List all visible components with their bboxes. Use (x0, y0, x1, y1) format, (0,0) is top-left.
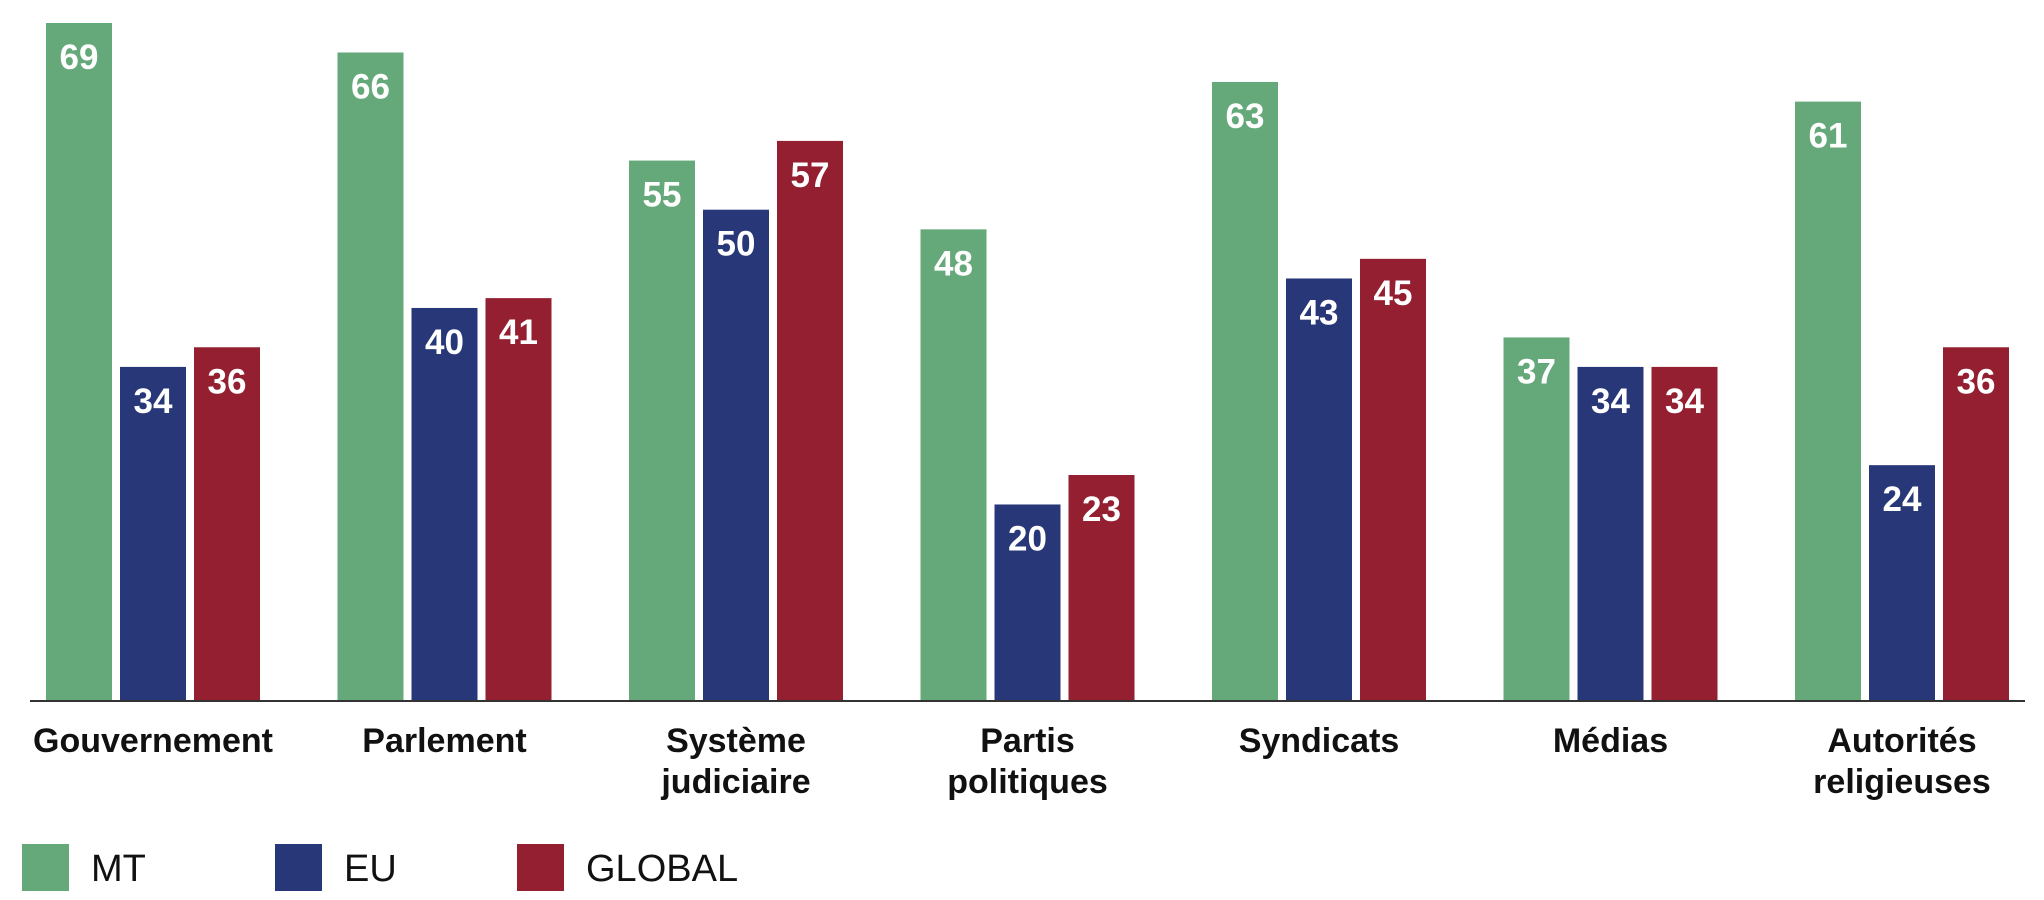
data-label-global-gouvernement: 36 (208, 362, 247, 401)
bar-global-partis-politiques (1068, 475, 1135, 701)
data-label-mt-syndicats: 63 (1226, 97, 1265, 136)
bar-eu-medias (1577, 366, 1644, 701)
data-label-eu-parlement: 40 (425, 323, 464, 362)
category-label-autorites-religieuses: Autorités religieuses (1813, 722, 1991, 801)
data-label-mt-autorites-religieuses: 61 (1809, 117, 1848, 156)
legend-label-global: GLOBAL (586, 848, 738, 890)
data-label-global-partis-politiques: 23 (1082, 490, 1121, 529)
bar-mt-syndicats (1212, 81, 1278, 701)
bar-mt-autorites-religieuses (1795, 101, 1861, 701)
bar-mt-parlement (337, 52, 404, 701)
category-label-parlement: Parlement (362, 722, 526, 760)
data-label-mt-partis-politiques: 48 (934, 244, 973, 283)
bar-global-syndicats (1360, 258, 1426, 701)
legend: MT EU GLOBAL (22, 844, 738, 891)
bar-eu-syndicats (1286, 278, 1352, 701)
bar-global-systeme-judiciaire (777, 140, 843, 702)
data-label-eu-gouvernement: 34 (134, 382, 173, 421)
data-label-global-systeme-judiciaire: 57 (791, 156, 830, 195)
bar-eu-gouvernement (120, 366, 186, 701)
data-label-eu-syndicats: 43 (1300, 293, 1339, 332)
bar-eu-autorites-religieuses (1869, 465, 1935, 701)
bar-eu-partis-politiques (994, 504, 1061, 701)
bar-mt-partis-politiques (920, 229, 987, 701)
legend-swatch-mt (22, 844, 69, 891)
bar-global-gouvernement (194, 347, 260, 701)
data-label-global-parlement: 41 (499, 313, 538, 352)
category-label-systeme-judiciaire: Système judiciaire (660, 722, 810, 801)
data-label-eu-systeme-judiciaire: 50 (717, 225, 756, 264)
data-label-global-syndicats: 45 (1374, 274, 1413, 313)
bar-eu-systeme-judiciaire (703, 209, 769, 701)
legend-label-eu: EU (344, 848, 397, 890)
data-label-mt-systeme-judiciaire: 55 (643, 176, 682, 215)
data-label-eu-medias: 34 (1591, 382, 1630, 421)
data-label-global-autorites-religieuses: 36 (1957, 362, 1996, 401)
bar-global-medias (1651, 366, 1718, 701)
bar-mt-systeme-judiciaire (629, 160, 695, 702)
legend-swatch-global (517, 844, 564, 891)
legend-swatch-eu (275, 844, 322, 891)
category-labels-group: Gouvernement Parlement Système judiciaire Pa… (33, 722, 1991, 801)
category-label-partis-politiques: Partis politiques (947, 722, 1108, 801)
category-label-gouvernement: Gouvernement (33, 722, 273, 760)
category-label-syndicats: Syndicats (1239, 722, 1400, 760)
bar-global-parlement (485, 298, 552, 701)
data-label-mt-medias: 37 (1517, 352, 1556, 391)
legend-label-mt: MT (91, 848, 146, 890)
bar-eu-parlement (411, 307, 478, 701)
bar-mt-medias (1503, 337, 1570, 701)
category-label-medias: Médias (1553, 722, 1668, 760)
data-label-eu-partis-politiques: 20 (1008, 519, 1047, 558)
data-label-global-medias: 34 (1665, 382, 1704, 421)
bars-group: 69 34 36 66 40 41 55 50 57 48 20 23 63 43 45 37 34 34 61 24… (46, 23, 2009, 702)
data-label-eu-autorites-religieuses: 24 (1883, 480, 1922, 519)
bar-mt-gouvernement (46, 23, 112, 701)
bar-global-autorites-religieuses (1943, 347, 2009, 701)
data-label-mt-gouvernement: 69 (60, 38, 99, 77)
data-label-mt-parlement: 66 (351, 67, 390, 106)
